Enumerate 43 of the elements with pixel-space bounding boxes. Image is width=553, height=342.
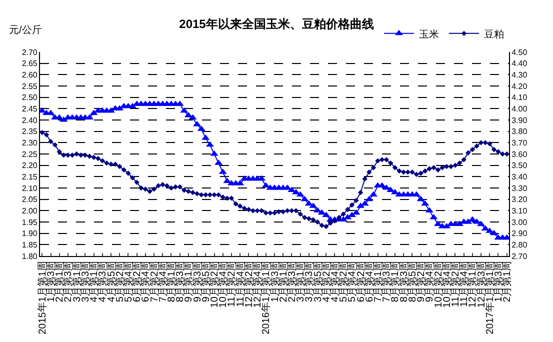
y-tick-label: 2.15 [22,172,38,182]
y-tick-label: 2.65 [22,59,38,68]
y-tick-label: 1.80 [22,252,38,261]
chart-title: 2015年以来全国玉米、豆粕价格曲线 [179,17,374,32]
y-tick-label: 1.95 [22,218,38,227]
y-tick-label: 2.30 [22,138,38,148]
y-tick-label: 2.35 [22,127,38,136]
y2-tick-label: 3.20 [512,195,528,204]
y-axis-title: 元/公斤 [9,24,42,36]
y2-tick-label: 2.70 [512,252,528,261]
y-tick-label: 2.70 [22,48,38,57]
y2-tick-label: 4.30 [512,70,528,80]
y-tick-label: 1.90 [22,229,38,238]
y2-tick-label: 3.70 [512,138,528,148]
y-tick-label: 2.40 [22,116,38,125]
y-tick-label: 2.20 [22,161,38,170]
y-tick-label: 2.25 [22,150,38,159]
y-tick-label: 2.55 [22,82,38,91]
y-tick-label: 2.00 [22,206,38,216]
x-tick-label: 2015年1月第1周 [36,261,48,334]
legend-label: 豆粕 [484,29,504,40]
y2-tick-label: 2.90 [512,229,528,238]
y2-tick-label: 3.40 [512,172,528,182]
y2-tick-label: 4.40 [512,59,528,68]
y2-tick-label: 3.90 [512,116,528,125]
y-tick-label: 2.45 [22,104,38,114]
y-tick-label: 2.05 [22,195,38,204]
y2-tick-label: 3.00 [512,218,528,227]
y2-tick-label: 4.20 [512,82,528,91]
legend-label: 玉米 [419,28,439,40]
y-tick-label: 2.10 [22,184,38,193]
y-tick-label: 2.50 [22,93,38,102]
y2-tick-label: 3.60 [512,150,528,159]
y-tick-label: 2.60 [22,70,38,80]
y2-tick-label: 3.10 [512,206,528,216]
y2-tick-label: 3.30 [512,184,528,193]
y2-tick-label: 4.50 [512,48,528,57]
y2-tick-label: 3.50 [512,161,528,170]
y-tick-label: 1.85 [22,240,38,250]
y2-tick-label: 4.10 [512,93,528,102]
y2-tick-label: 3.80 [512,127,528,136]
y2-tick-label: 4.00 [512,104,528,114]
y2-tick-label: 2.80 [512,240,528,250]
